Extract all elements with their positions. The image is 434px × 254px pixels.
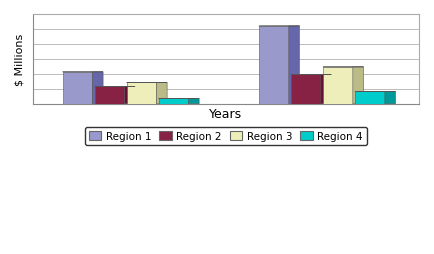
Legend: Region 1, Region 2, Region 3, Region 4: Region 1, Region 2, Region 3, Region 4 bbox=[85, 127, 367, 146]
Polygon shape bbox=[92, 73, 103, 104]
Polygon shape bbox=[385, 92, 395, 104]
Polygon shape bbox=[321, 75, 332, 104]
Polygon shape bbox=[156, 83, 167, 104]
Polygon shape bbox=[355, 92, 385, 104]
Polygon shape bbox=[259, 27, 289, 104]
Polygon shape bbox=[291, 75, 321, 104]
Polygon shape bbox=[323, 68, 353, 104]
Polygon shape bbox=[289, 27, 299, 104]
Y-axis label: $ Millions: $ Millions bbox=[15, 34, 25, 86]
X-axis label: Years: Years bbox=[209, 107, 242, 120]
Polygon shape bbox=[62, 73, 92, 104]
Polygon shape bbox=[127, 83, 156, 104]
Polygon shape bbox=[353, 68, 364, 104]
Polygon shape bbox=[95, 87, 125, 104]
Polygon shape bbox=[125, 87, 135, 104]
Polygon shape bbox=[158, 99, 188, 104]
Polygon shape bbox=[188, 99, 199, 104]
